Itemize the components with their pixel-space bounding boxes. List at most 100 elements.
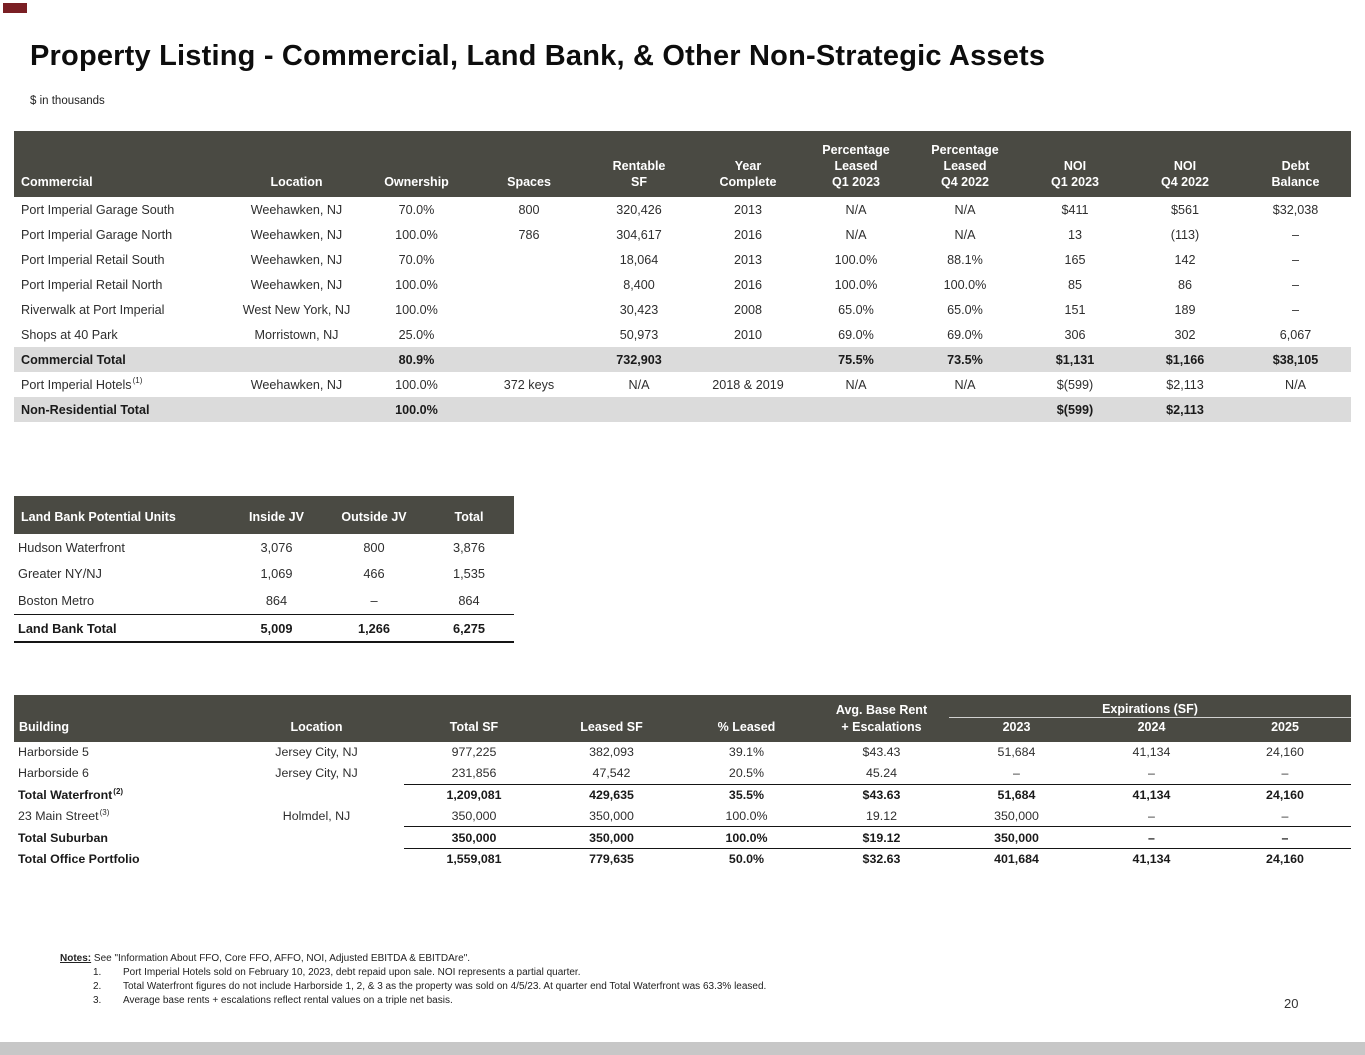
- column-header-2024: 2024: [1084, 717, 1219, 742]
- table-cell: Non-Residential Total: [14, 397, 234, 422]
- table-cell: Commercial Total: [14, 347, 234, 372]
- table-cell: 304,617: [616, 227, 662, 242]
- column-header-land-bank-potential-units: Land Bank Potential Units: [14, 496, 229, 534]
- table-cell: 151: [1064, 302, 1086, 317]
- table-cell: 350,000: [404, 826, 544, 849]
- table-cell: –: [1281, 808, 1289, 823]
- table-cell: [229, 848, 404, 869]
- table-cell: $1,166: [1130, 347, 1240, 372]
- table-cell: –: [1291, 252, 1299, 267]
- table-cell: 864: [265, 592, 288, 608]
- table-cell: [910, 397, 1020, 422]
- table-cell: 466: [363, 566, 385, 582]
- table-cell: 69.0%: [838, 327, 874, 342]
- table-cell: $43.43: [862, 745, 901, 760]
- table-cell: 3,876: [452, 539, 486, 555]
- table-cell: [694, 397, 802, 422]
- column-header-inside-jv: Inside JV: [229, 496, 324, 534]
- table-cell: 45.24: [865, 766, 897, 781]
- column-header-pct-leased-q4-2022: Percentage Leased Q4 2022: [910, 131, 1020, 197]
- table-cell: 100.0%: [395, 227, 438, 242]
- table-cell: Total Waterfront(2): [18, 786, 124, 802]
- table-row: Port Imperial Retail North Weehawken, NJ 1…: [14, 272, 1351, 297]
- table-row: Greater NY/NJ 1,069 466 1,535: [14, 561, 514, 588]
- table-cell: Weehawken, NJ: [250, 227, 343, 242]
- table-cell: 306: [1064, 327, 1086, 342]
- table-row: Harborside 6 Jersey City, NJ 231,856 47,542…: [14, 763, 1351, 784]
- table-cell: 100.0%: [834, 252, 878, 267]
- notes-intro-line: Notes: See "Information About FFO, Core …: [60, 952, 766, 966]
- table-cell: –: [1084, 826, 1219, 849]
- table-cell: 189: [1174, 302, 1196, 317]
- note-item: 1. Port Imperial Hotels sold on February…: [60, 966, 766, 980]
- note-item: 3. Average base rents + escalations refl…: [60, 994, 766, 1008]
- table-cell: 20.5%: [728, 766, 765, 781]
- column-header-noi-q4-2022: NOI Q4 2022: [1130, 131, 1240, 197]
- table-cell: 6,275: [424, 613, 514, 644]
- column-header-pct-leased-q1-2023: Percentage Leased Q1 2023: [802, 131, 910, 197]
- column-header-leased-sf: Leased SF: [544, 717, 679, 742]
- table-cell: N/A: [845, 377, 867, 392]
- table-cell: Holmdel, NJ: [282, 808, 351, 823]
- table-cell: $43.63: [814, 783, 949, 806]
- column-header-avg-base-rent-line1: Avg. Base Rent: [814, 695, 949, 718]
- table-cell: Port Imperial Hotels(1): [21, 376, 143, 392]
- table-cell: 65.0%: [838, 302, 874, 317]
- table-cell: N/A: [954, 377, 976, 392]
- table-cell: 18,064: [619, 252, 659, 267]
- table-cell: –: [1281, 766, 1289, 781]
- table-cell: 65.0%: [947, 302, 983, 317]
- table-cell: 1,266: [324, 613, 424, 644]
- column-group-expirations-sf: Expirations (SF): [949, 695, 1351, 718]
- table-cell: N/A: [954, 227, 976, 242]
- table-cell: –: [1148, 766, 1155, 781]
- footer-bar: [0, 1042, 1365, 1055]
- table-cell: 1,209,081: [404, 783, 544, 806]
- table-cell: Greater NY/NJ: [18, 566, 102, 582]
- column-header-avg-base-rent-line2: + Escalations: [814, 717, 949, 742]
- table-cell: 350,000: [544, 826, 679, 849]
- table-cell: 100.0%: [834, 277, 878, 292]
- table-cell: 1,559,081: [404, 847, 544, 870]
- table-cell: 100.0%: [359, 397, 474, 422]
- table-cell: 350,000: [994, 808, 1039, 823]
- table-cell: 100.0%: [395, 302, 438, 317]
- table-cell: [694, 347, 802, 372]
- table-cell: Harborside 5: [18, 745, 89, 760]
- table-cell: 350,000: [949, 826, 1084, 849]
- table-cell: 51,684: [997, 745, 1036, 760]
- table-cell: 864: [458, 592, 480, 608]
- table-cell: Weehawken, NJ: [250, 252, 343, 267]
- note-text: Average base rents + escalations reflect…: [123, 995, 453, 1006]
- table-row: Port Imperial Hotels(1) Weehawken, NJ 100.…: [14, 372, 1351, 397]
- table-cell: N/A: [845, 202, 867, 217]
- table-cell: 142: [1174, 252, 1196, 267]
- table-cell: Port Imperial Garage South: [21, 202, 175, 217]
- office-header-row: Building Location Total SF Leased SF % L…: [14, 717, 1351, 742]
- table-cell: $561: [1170, 202, 1200, 217]
- table-row: Commercial Total 80.9% 732,903 75.5% 73.5% $1…: [14, 347, 1351, 372]
- table-cell: [474, 297, 584, 322]
- table-cell: 350,000: [451, 808, 497, 823]
- table-cell: 85: [1067, 277, 1082, 292]
- table-cell: 73.5%: [910, 347, 1020, 372]
- table-cell: 100.0%: [395, 377, 438, 392]
- table-cell: 1,535: [452, 566, 486, 582]
- table-cell: 100.0%: [943, 277, 987, 292]
- office-group-header-row: Avg. Base Rent Expirations (SF): [14, 695, 1351, 718]
- table-cell: $2,113: [1166, 377, 1204, 392]
- table-cell: 69.0%: [947, 327, 983, 342]
- table-cell: 30,423: [619, 302, 659, 317]
- table-cell: 320,426: [616, 202, 662, 217]
- table-cell: Boston Metro: [18, 592, 95, 608]
- table-cell: 350,000: [589, 808, 634, 823]
- table-row: Shops at 40 Park Morristown, NJ 25.0% 50,97…: [14, 322, 1351, 347]
- table-cell: 977,225: [451, 745, 497, 760]
- table-cell: 779,635: [544, 847, 679, 870]
- table-cell: –: [1219, 826, 1351, 849]
- table-cell: [234, 397, 359, 422]
- table-cell: Weehawken, NJ: [250, 377, 343, 392]
- table-cell: N/A: [1285, 377, 1306, 392]
- column-header-location: Location: [229, 717, 404, 742]
- note-number: 2.: [93, 981, 102, 992]
